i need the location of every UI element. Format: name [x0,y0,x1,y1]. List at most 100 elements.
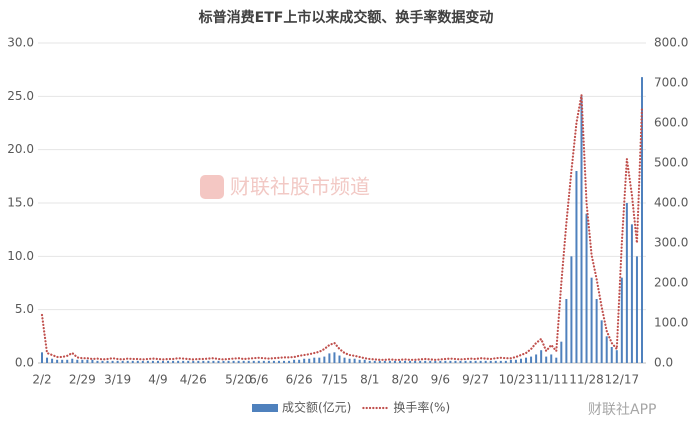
x-tick-label: 7/15 [321,373,348,387]
bar [540,350,543,363]
bar [267,360,270,363]
bar [252,360,255,363]
bar [262,360,265,363]
bar [277,360,280,363]
bar [580,96,583,363]
bar [86,359,89,363]
bar [378,360,381,363]
bar [217,360,220,363]
bar [308,358,311,363]
bar [247,360,250,363]
bar [187,360,190,363]
bar [141,360,144,363]
bar [388,360,391,363]
bar [409,360,412,363]
bar [585,213,588,363]
bar [514,359,517,363]
bar [172,360,175,363]
bar [590,277,593,363]
bar [298,359,301,363]
bar [610,347,613,363]
bar [535,354,538,363]
bar [116,360,119,363]
bar [61,359,64,363]
bar [207,360,210,363]
bar [232,360,235,363]
bar [393,360,396,363]
bar [489,360,492,363]
bar [525,357,528,363]
bar [419,360,422,363]
x-tick-label: 8/20 [392,373,419,387]
chart-title: 标普消费ETF上市以来成交额、换手率数据变动 [198,9,494,26]
bar [177,360,180,363]
bar [383,360,386,363]
bar [293,359,296,363]
y2-tick-label: 300.0 [654,236,688,250]
y-tick-label: 20.0 [7,142,34,156]
legend-swatch [252,404,278,412]
bar [358,359,361,363]
bar [615,350,618,363]
bar [560,341,563,363]
bar [499,360,502,363]
x-tick-label: 6/6 [249,373,268,387]
x-tick-label: 4/26 [180,373,207,387]
bar [303,358,306,363]
line [40,94,644,361]
bar [111,360,114,363]
bar [202,360,205,363]
bar [434,360,437,363]
legend-label: 成交额(亿元) [282,400,351,415]
bar [237,360,240,363]
bar [464,360,467,363]
x-tick-label: 11/28 [569,373,604,387]
bar [182,360,185,363]
x-tick-label: 8/1 [360,373,379,387]
bar [323,356,326,363]
x-tick-label: 2/2 [32,373,51,387]
x-tick-label: 10/23 [499,373,534,387]
bar [313,357,316,363]
y2-tick-label: 400.0 [654,196,688,210]
x-tick-label: 5/20 [225,373,252,387]
y2-tick-label: 800.0 [654,36,688,50]
bar [222,360,225,363]
bar [474,360,477,363]
bar [146,360,149,363]
bar [126,360,129,363]
bar [625,203,628,363]
x-tick-label: 12/17 [605,373,640,387]
x-tick-label: 11/11 [534,373,569,387]
y2-tick-label: 700.0 [654,76,688,90]
bar [197,360,200,363]
bar [504,360,507,363]
bar [106,360,109,363]
bar [348,358,351,363]
bar [46,357,49,363]
bar [71,358,74,363]
bar [404,360,407,363]
bar [398,360,401,363]
bar [283,360,286,363]
bar [519,358,522,363]
y2-tick-label: 500.0 [654,156,688,170]
watermark-logo [200,175,224,199]
bar [449,360,452,363]
y-tick-label: 15.0 [7,196,34,210]
bar [444,360,447,363]
bar [484,360,487,363]
bar [333,352,336,363]
bar [121,360,124,363]
bar [328,353,331,363]
x-tick-label: 9/27 [462,373,489,387]
bar [343,357,346,363]
x-tick-label: 2/29 [69,373,96,387]
bar [131,360,134,363]
x-tick-label: 4/9 [148,373,167,387]
bar [635,256,638,363]
bar [56,359,59,363]
y-tick-label: 25.0 [7,89,34,103]
bar [595,299,598,363]
